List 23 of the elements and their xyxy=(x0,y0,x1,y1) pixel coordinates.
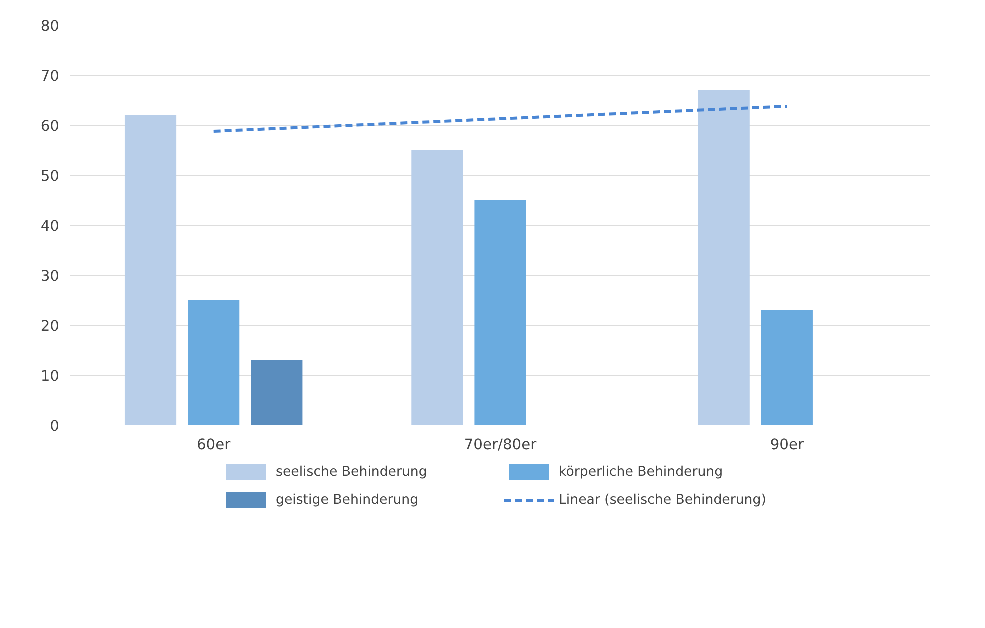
y-tick-label: 30 xyxy=(40,268,60,285)
legend-label: seelische Behinderung xyxy=(276,464,428,480)
y-tick-label: 40 xyxy=(40,218,60,235)
bar xyxy=(251,360,303,426)
legend-label: Linear (seelische Behinderung) xyxy=(559,492,768,508)
bar xyxy=(761,310,813,426)
bar xyxy=(188,300,240,426)
y-tick-label: 20 xyxy=(40,318,60,335)
y-tick-label: 60 xyxy=(40,118,60,135)
y-tick-label: 70 xyxy=(40,68,60,85)
bar xyxy=(474,200,526,426)
bar xyxy=(412,150,464,426)
x-tick-label: 70er/80er xyxy=(464,436,538,454)
legend-label: geistige Behinderung xyxy=(276,492,420,508)
x-tick-label: 60er xyxy=(196,436,232,454)
legend-label: körperliche Behinderung xyxy=(559,464,724,480)
y-tick-label: 0 xyxy=(50,418,60,435)
y-tick-label: 10 xyxy=(40,368,60,385)
bar xyxy=(698,90,750,426)
y-tick-label: 80 xyxy=(40,18,60,35)
x-tick-label: 90er xyxy=(770,436,805,454)
bar xyxy=(124,116,177,426)
y-tick-label: 50 xyxy=(40,168,60,185)
